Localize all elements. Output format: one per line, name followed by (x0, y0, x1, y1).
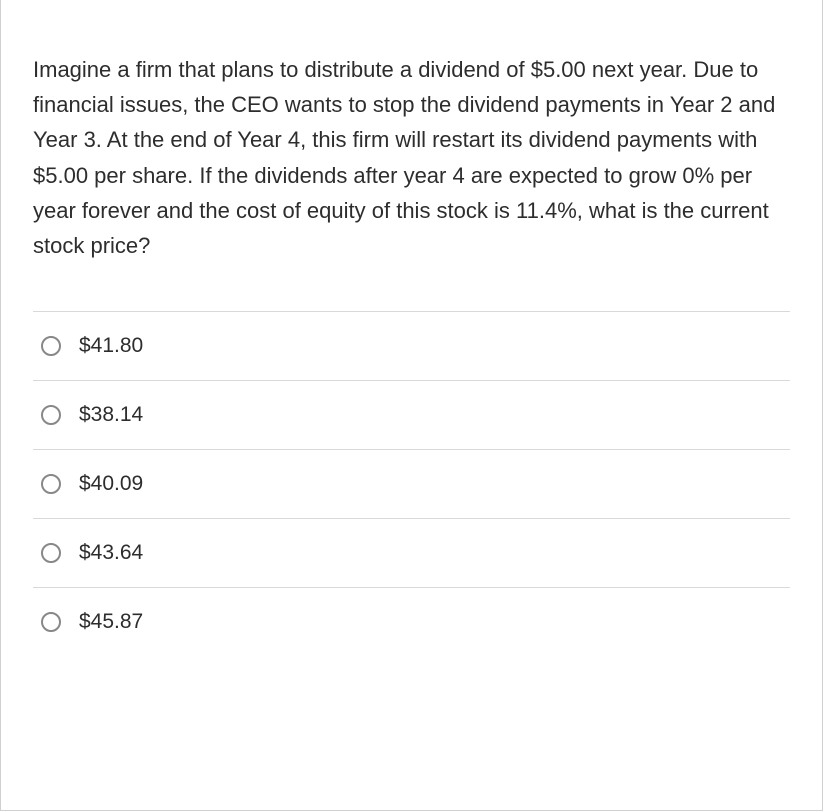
option-label: $40.09 (79, 472, 143, 496)
option-row[interactable]: $43.64 (33, 519, 790, 588)
question-container: Imagine a firm that plans to distribute … (0, 0, 823, 811)
radio-icon[interactable] (41, 474, 61, 494)
option-row[interactable]: $40.09 (33, 450, 790, 519)
option-label: $43.64 (79, 541, 143, 565)
radio-icon[interactable] (41, 336, 61, 356)
option-label: $41.80 (79, 334, 143, 358)
option-row[interactable]: $41.80 (33, 312, 790, 381)
option-row[interactable]: $38.14 (33, 381, 790, 450)
options-list: $41.80 $38.14 $40.09 $43.64 $45.87 (33, 311, 790, 656)
option-label: $45.87 (79, 610, 143, 634)
option-label: $38.14 (79, 403, 143, 427)
radio-icon[interactable] (41, 543, 61, 563)
question-text: Imagine a firm that plans to distribute … (33, 52, 790, 263)
radio-icon[interactable] (41, 612, 61, 632)
radio-icon[interactable] (41, 405, 61, 425)
option-row[interactable]: $45.87 (33, 588, 790, 656)
